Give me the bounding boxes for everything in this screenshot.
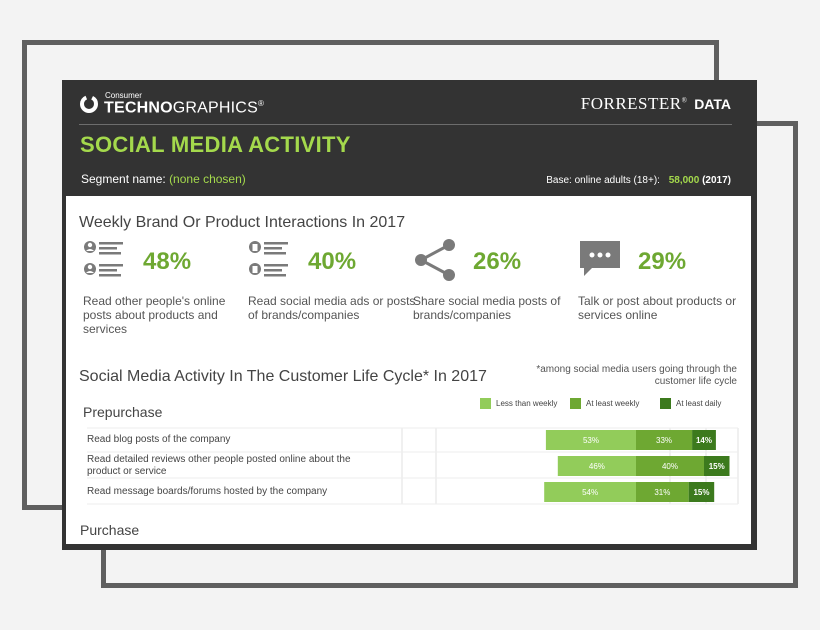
segment-label: Segment name: [81,172,166,186]
bar-value-label: 15% [693,488,709,497]
content-panel: Weekly Brand Or Product Interactions In … [66,196,751,544]
technographics-logo: Consumer TECHNOGRAPHICS® [79,92,264,116]
forrester-data-text: DATA [694,96,731,112]
prepurchase-heading: Prepurchase [83,404,163,420]
stat-label: Talk or post about products or services … [578,294,737,322]
page-title: SOCIAL MEDIA ACTIVITY [80,132,351,157]
stat-label: Share social media posts of brands/compa… [413,294,561,322]
bar-value-label: 54% [582,488,598,497]
bar-segment-less-than-weekly [557,456,636,476]
bar-segment-at-least-daily [704,456,730,476]
stat-label: Read other people's online posts about p… [83,294,226,336]
bar-value-label: 40% [662,462,678,471]
bar-segment-less-than-weekly [544,482,636,502]
bar-value-label: 15% [709,462,725,471]
bar-value-label: 33% [656,436,672,445]
forrester-registered-mark: ® [681,96,688,105]
weekly-section-title: Weekly Brand Or Product Interactions In … [79,214,406,231]
legend-item-at-least-weekly: At least weekly [570,398,639,409]
logo-small-text: Consumer [105,91,142,100]
bar-segment-at-least-weekly [636,456,704,476]
logo-bold-text: TECHNO [104,99,173,117]
stat-percent: 29% [638,248,687,275]
lifecycle-section-title: Social Media Activity In The Customer Li… [79,368,487,385]
segment-value: (none chosen) [169,172,246,186]
forrester-data-logo: FORRESTER® DATA [581,94,731,114]
base-value: 58,000 [668,175,700,186]
technographics-logo-icon [80,95,98,114]
logo-registered-mark: ® [257,99,265,108]
bar-segment-less-than-weekly [545,430,636,450]
infographic-card: Consumer TECHNOGRAPHICS® FORRESTER® DATA… [62,80,757,550]
segment-info: Segment name: (none chosen) [81,172,246,186]
reading-ads-icon [249,241,288,277]
stat-percent: 48% [143,248,192,275]
legend-label: At least daily [676,399,722,408]
bar-value-label: 46% [589,462,605,471]
stat-percent: 40% [308,248,357,275]
bar-segment-at-least-weekly [636,482,689,502]
header-divider [79,124,732,125]
chart-row-label: Read blog posts of the company [87,434,231,445]
bar-value-label: 14% [696,436,712,445]
legend-swatch [480,398,491,409]
stacked-bar-chart: 53% 33% 14% 46% 40% 15% 54% 31% 15% [87,427,739,505]
bar-segment-at-least-weekly [636,430,693,450]
base-label: Base: online adults (18+): [546,175,660,186]
bar-value-label: 31% [654,488,670,497]
base-info: Base: online adults (18+): 58,000 (2017) [546,175,731,186]
header: Consumer TECHNOGRAPHICS® FORRESTER® DATA… [62,80,757,196]
base-year: (2017) [702,175,731,186]
chat-bubble-icon [580,241,620,276]
chart-row-label: Read detailed reviews other people poste… [87,454,351,477]
stat-percent: 26% [473,248,522,275]
legend-label: Less than weekly [496,399,558,408]
reading-posts-icon [84,241,123,277]
chart-row-label: Read message boards/forums hosted by the… [87,486,328,497]
stat-label: Read social media ads or posts of brands… [248,294,416,322]
share-icon [415,239,455,281]
legend-label: At least weekly [586,399,640,408]
forrester-text: FORRESTER [580,94,682,113]
logo-rest-text: GRAPHICS [172,99,258,117]
legend-item-less-than-weekly: Less than weekly [480,398,557,409]
lifecycle-footnote: *among social media users going through … [536,364,737,387]
bar-segment-at-least-daily [688,482,715,502]
bar-segment-at-least-daily [692,430,716,450]
legend-swatch [660,398,671,409]
chart-legend: Less than weekly At least weekly At leas… [480,398,750,412]
purchase-heading: Purchase [80,522,140,538]
legend-item-at-least-daily: At least daily [660,398,721,409]
bar-value-label: 53% [583,436,599,445]
legend-swatch [570,398,581,409]
